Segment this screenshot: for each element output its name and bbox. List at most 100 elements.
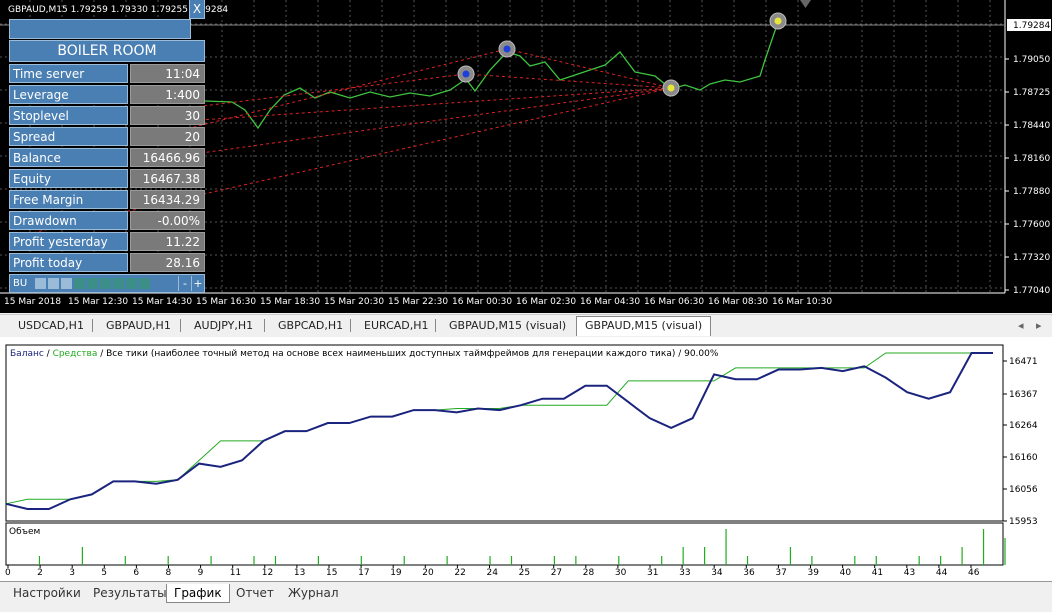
tab-separator — [180, 319, 181, 332]
trade-marker[interactable] — [457, 65, 475, 83]
price-tick-label: 1.77600 — [1013, 220, 1050, 230]
tab-settings[interactable]: Настройки — [13, 586, 81, 600]
current-price-box — [1007, 19, 1051, 31]
time-tick-label: 15 Mar 16:30 — [196, 297, 256, 307]
report-y-tick-label: 15953 — [1009, 517, 1038, 527]
report-x-tick-label: 11 — [230, 568, 241, 578]
price-tick-label: 1.77040 — [1013, 286, 1050, 296]
report-plot-frame — [5, 344, 1004, 522]
report-x-tick-label: 43 — [904, 568, 915, 578]
chart-tab[interactable]: GBPAUD,H1 — [106, 319, 171, 332]
minus-button[interactable]: - — [178, 276, 191, 291]
indicator-square — [100, 278, 111, 289]
report-graph-canvas: Баланс / Средства / Все тики (наиболее т… — [5, 344, 1038, 578]
time-tick-label: 15 Mar 14:30 — [132, 297, 192, 307]
price-tick-label: 1.78725 — [1013, 88, 1050, 98]
chart-tab[interactable]: GBPAUD,M15 (visual) — [576, 316, 712, 336]
chart-tab[interactable]: GBPCAD,H1 — [278, 319, 344, 332]
chart-tabs-bar: USDCAD,H1 GBPAUD,H1 AUDJPY,H1 GBPCAD,H1 EURC… — [0, 314, 1052, 337]
report-x-tick-label: 25 — [519, 568, 530, 578]
panel-row-value: 16434.29 — [130, 190, 205, 209]
chart-tab[interactable]: AUDJPY,H1 — [194, 319, 254, 332]
price-tick-label: 1.78440 — [1013, 121, 1050, 131]
price-tick-label: 1.77880 — [1013, 187, 1050, 197]
tester-tabs: Настройки Результаты График Отчет Журнал — [0, 581, 1052, 612]
panel-row-value: 1:400 — [130, 85, 205, 104]
plus-button[interactable]: + — [191, 276, 204, 291]
time-tick-label: 16 Mar 06:30 — [644, 297, 704, 307]
report-x-tick-label: 6 — [133, 568, 139, 578]
tab-journal[interactable]: Журнал — [288, 586, 339, 600]
panel-title: BOILER ROOM — [9, 40, 205, 62]
trade-marker[interactable] — [662, 79, 680, 97]
panel-row-label: Free Margin — [9, 190, 128, 209]
report-graph: Баланс / Средства / Все тики (наиболее т… — [0, 337, 1052, 581]
tab-results[interactable]: Результаты — [93, 586, 167, 600]
panel-row: Profit yesterday 11.22 — [9, 232, 205, 251]
price-chart[interactable]: 1.79050 1.78725 1.78440 1.78160 1.77880 1.776… — [0, 0, 1052, 313]
panel-row-value: 16467.38 — [130, 169, 205, 188]
chart-tab[interactable]: USDCAD,H1 — [18, 319, 84, 332]
report-x-tick-label: 39 — [808, 568, 820, 578]
indicator-square — [126, 278, 137, 289]
trade-line — [185, 73, 467, 109]
report-x-tick-label: 44 — [936, 568, 948, 578]
tab-report[interactable]: Отчет — [236, 586, 274, 600]
report-x-tick-label: 36 — [743, 568, 755, 578]
chart-tab[interactable]: GBPAUD,M15 (visual) — [449, 319, 567, 332]
panel-row: Stoplevel 30 — [9, 106, 205, 125]
price-tick-label: 1.78160 — [1013, 154, 1050, 164]
report-x-tick-label: 15 — [326, 568, 337, 578]
tab-graph[interactable]: График — [166, 584, 230, 603]
panel-row-label: Spread — [9, 127, 128, 146]
panel-row-value: 11.22 — [130, 232, 205, 251]
indicator-square — [87, 278, 98, 289]
report-y-tick-label: 16471 — [1009, 357, 1038, 367]
report-x-tick-label: 24 — [487, 568, 499, 578]
report-x-tick-label: 33 — [679, 568, 690, 578]
shift-marker-icon[interactable] — [800, 0, 811, 8]
time-tick-label: 15 Mar 20:30 — [324, 297, 384, 307]
price-line — [204, 21, 779, 130]
volume-label: Объем — [9, 527, 40, 537]
time-tick-label: 15 Mar 18:30 — [260, 297, 320, 307]
tabs-scroll-right-icon[interactable]: ▸ — [1036, 319, 1042, 332]
volume-panel-frame — [5, 522, 1004, 566]
trade-line — [465, 73, 672, 89]
panel-row-label: Balance — [9, 148, 128, 167]
boiler-room-panel: X BOILER ROOM Time server 11:04 Leverage 1:… — [9, 0, 205, 293]
price-tick-label: 1.79050 — [1013, 55, 1050, 65]
chart-tab[interactable]: EURCAD,H1 — [364, 319, 429, 332]
trade-line — [164, 87, 672, 159]
panel-drag-bar[interactable] — [9, 19, 191, 39]
panel-close-button[interactable]: X — [189, 0, 205, 19]
panel-row-value: -0.00% — [130, 211, 205, 230]
tabs-scroll-left-icon[interactable]: ◂ — [1018, 319, 1024, 332]
trade-marker[interactable] — [769, 12, 787, 30]
panel-row: Balance 16466.96 — [9, 148, 205, 167]
tab-separator — [92, 319, 93, 332]
indicator-square — [74, 278, 85, 289]
panel-row: Time server 11:04 — [9, 64, 205, 83]
bu-label: BU — [13, 278, 28, 289]
trade-marker[interactable] — [498, 40, 516, 58]
indicator-square — [35, 278, 46, 289]
report-x-tick-label: 31 — [647, 568, 658, 578]
report-x-tick-label: 12 — [262, 568, 273, 578]
tab-separator — [264, 319, 265, 332]
report-x-tick-label: 40 — [840, 568, 852, 578]
legend-equity: Средства — [53, 349, 98, 359]
report-x-tick-label: 41 — [872, 568, 883, 578]
trade-line — [199, 87, 672, 121]
report-x-tick-label: 27 — [551, 568, 562, 578]
report-x-tick-label: 20 — [422, 568, 434, 578]
time-tick-label: 16 Mar 00:30 — [452, 297, 512, 307]
price-chart-canvas: 1.79050 1.78725 1.78440 1.78160 1.77880 1.776… — [0, 0, 1051, 307]
time-tick-label: 15 Mar 22:30 — [388, 297, 448, 307]
trade-line — [169, 48, 508, 134]
current-price-label: 1.79284 — [1013, 21, 1050, 31]
time-tick-label: 16 Mar 02:30 — [516, 297, 576, 307]
chart-header: GBPAUD,M15 1.79259 1.79330 1.79255 1.792… — [8, 5, 229, 15]
report-x-tick-label: 13 — [294, 568, 305, 578]
report-y-tick-label: 16056 — [1009, 485, 1038, 495]
